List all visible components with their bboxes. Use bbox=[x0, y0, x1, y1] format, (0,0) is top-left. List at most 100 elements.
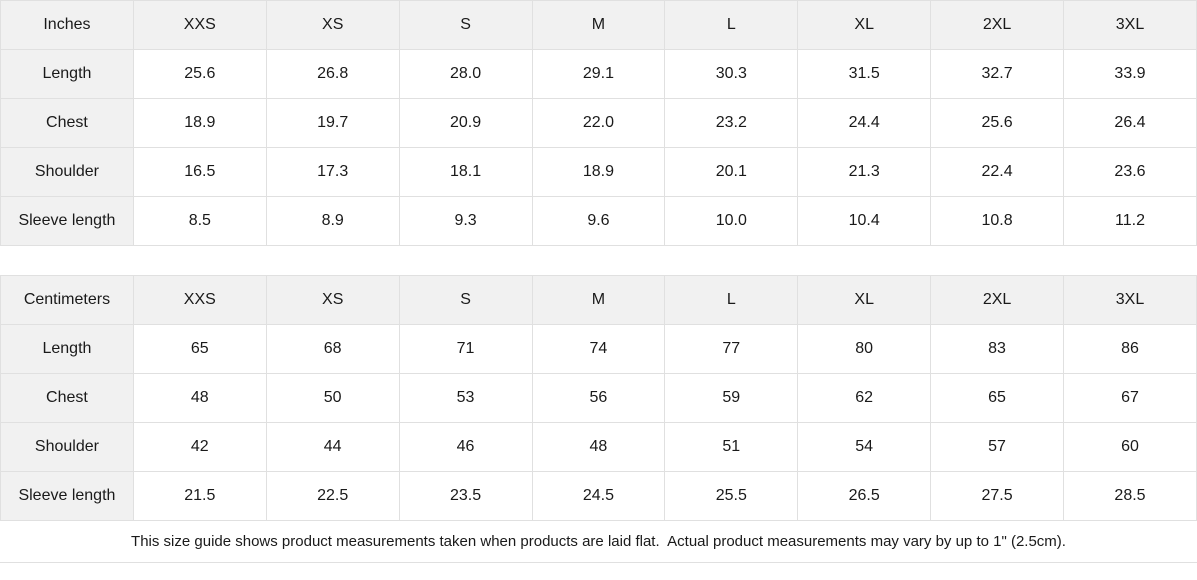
measurement-value-cell: 10.8 bbox=[930, 196, 1064, 246]
measurement-row: Length 65 68 71 74 77 80 83 86 bbox=[0, 324, 1197, 374]
size-header-cell: L bbox=[664, 0, 799, 50]
measurement-value-cell: 24.5 bbox=[531, 471, 666, 521]
measurement-value-cell: 23.2 bbox=[664, 98, 799, 148]
measurement-value-cell: 42 bbox=[132, 422, 267, 472]
measurement-value-cell: 18.9 bbox=[132, 98, 267, 148]
measurement-row: Shoulder 42 44 46 48 51 54 57 60 bbox=[0, 422, 1197, 472]
size-header-cell: XS bbox=[265, 275, 400, 325]
measurement-value-cell: 22.4 bbox=[930, 147, 1064, 197]
size-table-inches: Inches XXS XS S M L XL 2XL 3XL Length 25.6 26.8 28.0… bbox=[0, 0, 1197, 246]
size-header-cell: S bbox=[398, 275, 533, 325]
measurement-value-cell: 26.4 bbox=[1063, 98, 1197, 148]
unit-header-cell: Inches bbox=[0, 0, 134, 50]
measurement-value-cell: 44 bbox=[265, 422, 400, 472]
size-header-cell: XXS bbox=[132, 275, 267, 325]
measurement-value-cell: 74 bbox=[531, 324, 666, 374]
measurement-value-cell: 25.6 bbox=[930, 98, 1064, 148]
row-label-cell: Length bbox=[0, 324, 134, 374]
measurement-value-cell: 22.5 bbox=[265, 471, 400, 521]
measurement-value-cell: 68 bbox=[265, 324, 400, 374]
row-label-cell: Sleeve length bbox=[0, 196, 134, 246]
measurement-value-cell: 48 bbox=[531, 422, 666, 472]
measurement-value-cell: 32.7 bbox=[930, 49, 1064, 99]
size-header-cell: XL bbox=[797, 0, 932, 50]
measurement-value-cell: 23.5 bbox=[398, 471, 533, 521]
size-header-cell: 3XL bbox=[1063, 275, 1197, 325]
measurement-value-cell: 28.5 bbox=[1063, 471, 1197, 521]
measurement-value-cell: 71 bbox=[398, 324, 533, 374]
measurement-value-cell: 48 bbox=[132, 373, 267, 423]
measurement-value-cell: 21.3 bbox=[797, 147, 932, 197]
measurement-value-cell: 67 bbox=[1063, 373, 1197, 423]
row-label-cell: Shoulder bbox=[0, 422, 134, 472]
measurement-row: Chest 18.9 19.7 20.9 22.0 23.2 24.4 25.6 26.4 bbox=[0, 98, 1197, 148]
size-header-cell: M bbox=[531, 275, 666, 325]
table-gap-spacer bbox=[0, 246, 1197, 275]
measurement-value-cell: 65 bbox=[930, 373, 1064, 423]
measurement-value-cell: 16.5 bbox=[132, 147, 267, 197]
measurement-value-cell: 46 bbox=[398, 422, 533, 472]
size-header-cell: S bbox=[398, 0, 533, 50]
measurement-value-cell: 33.9 bbox=[1063, 49, 1197, 99]
measurement-value-cell: 54 bbox=[797, 422, 932, 472]
measurement-value-cell: 65 bbox=[132, 324, 267, 374]
measurement-value-cell: 50 bbox=[265, 373, 400, 423]
measurement-value-cell: 19.7 bbox=[265, 98, 400, 148]
measurement-value-cell: 10.4 bbox=[797, 196, 932, 246]
measurement-value-cell: 17.3 bbox=[265, 147, 400, 197]
measurement-value-cell: 53 bbox=[398, 373, 533, 423]
size-header-cell: 2XL bbox=[930, 0, 1064, 50]
measurement-value-cell: 18.9 bbox=[531, 147, 666, 197]
measurement-value-cell: 51 bbox=[664, 422, 799, 472]
row-label-cell: Chest bbox=[0, 98, 134, 148]
measurement-value-cell: 25.6 bbox=[132, 49, 267, 99]
measurement-value-cell: 10.0 bbox=[664, 196, 799, 246]
measurement-value-cell: 23.6 bbox=[1063, 147, 1197, 197]
row-label-cell: Length bbox=[0, 49, 134, 99]
size-header-cell: XL bbox=[797, 275, 932, 325]
measurement-value-cell: 20.1 bbox=[664, 147, 799, 197]
measurement-value-cell: 83 bbox=[930, 324, 1064, 374]
measurement-value-cell: 8.5 bbox=[132, 196, 267, 246]
measurement-value-cell: 20.9 bbox=[398, 98, 533, 148]
size-guide-footnote: This size guide shows product measuremen… bbox=[0, 521, 1197, 563]
row-label-cell: Sleeve length bbox=[0, 471, 134, 521]
size-table-header-row: Centimeters XXS XS S M L XL 2XL 3XL bbox=[0, 275, 1197, 325]
measurement-value-cell: 80 bbox=[797, 324, 932, 374]
measurement-row: Chest 48 50 53 56 59 62 65 67 bbox=[0, 373, 1197, 423]
measurement-value-cell: 60 bbox=[1063, 422, 1197, 472]
row-label-cell: Chest bbox=[0, 373, 134, 423]
measurement-value-cell: 31.5 bbox=[797, 49, 932, 99]
measurement-value-cell: 28.0 bbox=[398, 49, 533, 99]
size-table-centimeters: Centimeters XXS XS S M L XL 2XL 3XL Length 65 68 71 7… bbox=[0, 275, 1197, 521]
measurement-row: Sleeve length 21.5 22.5 23.5 24.5 25.5 26.5 27.… bbox=[0, 471, 1197, 521]
size-header-cell: XS bbox=[265, 0, 400, 50]
measurement-value-cell: 26.8 bbox=[265, 49, 400, 99]
measurement-value-cell: 21.5 bbox=[132, 471, 267, 521]
unit-header-cell: Centimeters bbox=[0, 275, 134, 325]
size-table-header-row: Inches XXS XS S M L XL 2XL 3XL bbox=[0, 0, 1197, 50]
measurement-value-cell: 24.4 bbox=[797, 98, 932, 148]
measurement-value-cell: 9.6 bbox=[531, 196, 666, 246]
measurement-value-cell: 62 bbox=[797, 373, 932, 423]
size-header-cell: M bbox=[531, 0, 666, 50]
measurement-row: Length 25.6 26.8 28.0 29.1 30.3 31.5 32.7 33.9 bbox=[0, 49, 1197, 99]
measurement-value-cell: 18.1 bbox=[398, 147, 533, 197]
measurement-value-cell: 26.5 bbox=[797, 471, 932, 521]
measurement-value-cell: 57 bbox=[930, 422, 1064, 472]
size-header-cell: L bbox=[664, 275, 799, 325]
measurement-value-cell: 22.0 bbox=[531, 98, 666, 148]
row-label-cell: Shoulder bbox=[0, 147, 134, 197]
measurement-value-cell: 86 bbox=[1063, 324, 1197, 374]
measurement-value-cell: 30.3 bbox=[664, 49, 799, 99]
measurement-value-cell: 27.5 bbox=[930, 471, 1064, 521]
measurement-value-cell: 59 bbox=[664, 373, 799, 423]
size-header-cell: XXS bbox=[132, 0, 267, 50]
measurement-value-cell: 77 bbox=[664, 324, 799, 374]
measurement-value-cell: 11.2 bbox=[1063, 196, 1197, 246]
size-header-cell: 3XL bbox=[1063, 0, 1197, 50]
measurement-row: Shoulder 16.5 17.3 18.1 18.9 20.1 21.3 22.4 23.6 bbox=[0, 147, 1197, 197]
measurement-row: Sleeve length 8.5 8.9 9.3 9.6 10.0 10.4 10.8 11.… bbox=[0, 196, 1197, 246]
size-header-cell: 2XL bbox=[930, 275, 1064, 325]
measurement-value-cell: 56 bbox=[531, 373, 666, 423]
